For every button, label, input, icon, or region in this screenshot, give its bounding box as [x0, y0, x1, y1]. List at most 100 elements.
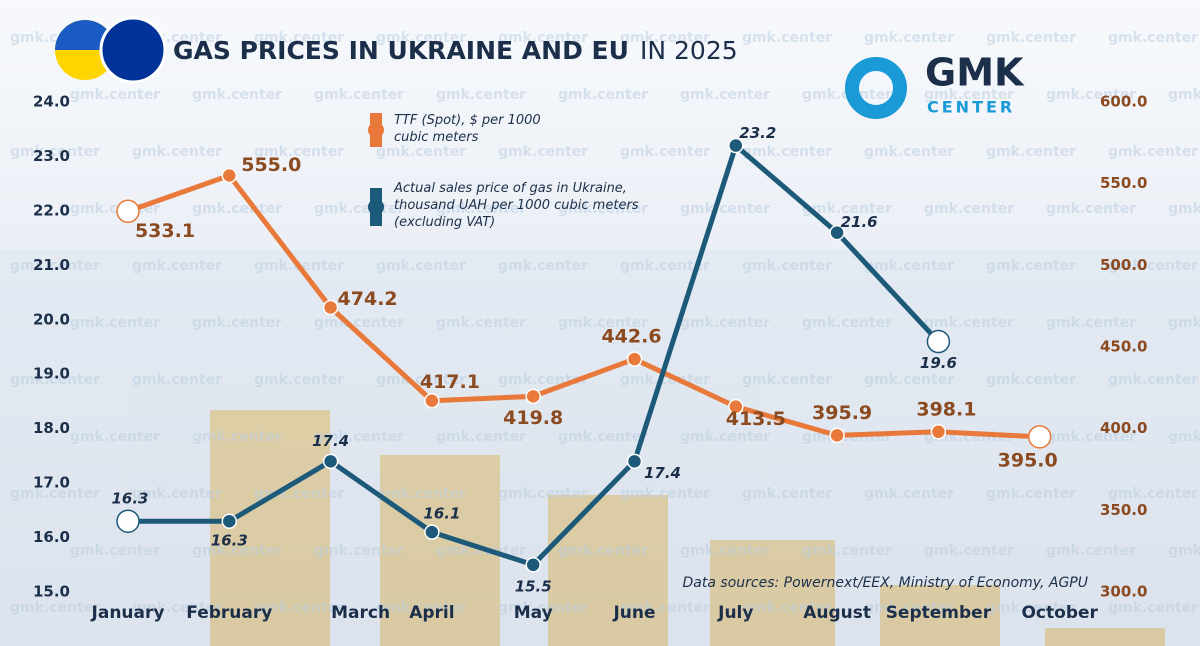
watermark: gmk.center	[10, 600, 100, 616]
y2-tick-label: 450.0	[1100, 338, 1147, 356]
watermark: gmk.center	[558, 315, 648, 331]
data-point	[221, 513, 238, 529]
watermark: gmk.center	[10, 372, 100, 388]
watermark: gmk.center	[680, 429, 770, 445]
data-point	[322, 453, 339, 470]
watermark: gmk.center	[620, 30, 710, 46]
data-point	[829, 224, 845, 241]
legend-entry: TTF (Spot), $ per 1000 cubic meters	[394, 113, 541, 145]
watermark: gmk.center	[132, 600, 222, 616]
watermark: gmk.center	[192, 543, 282, 559]
data-label: 16.1	[423, 505, 460, 523]
legend-entry: Actual sales price of gas in Ukraine, th…	[394, 181, 639, 230]
watermark: gmk.center	[1108, 30, 1198, 46]
y-tick-label: 17.0	[33, 474, 70, 492]
watermark: gmk.center	[802, 543, 892, 559]
watermark: gmk.center	[864, 486, 954, 502]
data-label: 23.2	[739, 124, 776, 142]
data-label: 16.3	[211, 532, 248, 550]
y-tick-label: 23.0	[33, 147, 70, 165]
x-tick-label: August	[803, 603, 871, 623]
watermark: gmk.center	[742, 600, 832, 616]
data-label: 419.8	[503, 407, 563, 429]
watermark: gmk.center	[314, 315, 404, 331]
watermark: gmk.center	[192, 201, 282, 217]
eu-flag	[99, 16, 167, 84]
watermark: gmk.center	[254, 144, 344, 160]
watermark: gmk.center	[986, 372, 1076, 388]
watermark: gmk.center	[802, 201, 892, 217]
watermark: gmk.center	[558, 543, 648, 559]
watermark: gmk.center	[864, 30, 954, 46]
watermark: gmk.center	[986, 30, 1076, 46]
y-tick-label: 16.0	[33, 528, 70, 546]
watermark: gmk.center	[1046, 87, 1136, 103]
data-label: 442.6	[601, 326, 661, 348]
watermark: gmk.center	[1046, 201, 1136, 217]
x-tick-label: April	[409, 603, 454, 623]
watermark: gmk.center	[314, 201, 404, 217]
data-point	[626, 453, 643, 470]
watermark: gmk.center	[864, 144, 954, 160]
watermark: gmk.center	[436, 201, 526, 217]
watermark: gmk.center	[620, 600, 710, 616]
y2-tick-label: 400.0	[1100, 419, 1147, 437]
watermark: gmk.center	[1046, 429, 1136, 445]
x-tick-label: February	[186, 603, 272, 623]
watermark: gmk.center	[314, 429, 404, 445]
data-point	[626, 351, 643, 367]
watermark: gmk.center	[558, 429, 648, 445]
watermark: gmk.center	[376, 372, 466, 388]
y2-tick-label: 550.0	[1100, 174, 1147, 192]
watermark: gmk.center	[192, 87, 282, 103]
data-label: 395.9	[812, 402, 872, 424]
watermark: gmk.center	[986, 486, 1076, 502]
watermark: gmk.center	[620, 486, 710, 502]
data-point	[728, 137, 744, 154]
watermark: gmk.center	[376, 144, 466, 160]
data-label: 555.0	[241, 154, 301, 176]
data-point	[829, 427, 845, 444]
watermark: gmk.center	[436, 87, 526, 103]
watermark: gmk.center	[742, 258, 832, 274]
data-point	[525, 557, 541, 573]
y-tick-label: 15.0	[33, 583, 70, 601]
data-label: 395.0	[998, 449, 1058, 471]
watermark: gmk.center	[558, 201, 648, 217]
data-point	[221, 167, 238, 184]
watermark: gmk.center	[70, 543, 160, 559]
watermark: gmk.center	[986, 144, 1076, 160]
y-tick-label: 18.0	[33, 419, 70, 437]
y-tick-label: 19.0	[33, 365, 70, 383]
x-tick-label: March	[331, 603, 390, 623]
watermark: gmk.center	[132, 258, 222, 274]
logo-main: GMK	[925, 51, 1025, 95]
x-tick-label: October	[1021, 603, 1098, 623]
watermark: gmk.center	[10, 258, 100, 274]
watermark: gmk.center	[986, 600, 1076, 616]
watermark: gmk.center	[70, 315, 160, 331]
data-label: 15.5	[515, 577, 552, 595]
watermark: gmk.center	[498, 30, 588, 46]
data-label: 417.1	[420, 371, 480, 393]
watermark: gmk.center	[1168, 87, 1200, 103]
watermark: gmk.center	[376, 600, 466, 616]
watermark: gmk.center	[192, 429, 282, 445]
watermark: gmk.center	[924, 201, 1014, 217]
x-tick-label: July	[717, 603, 753, 623]
watermark: gmk.center	[70, 429, 160, 445]
y2-tick-label: 350.0	[1100, 501, 1147, 519]
y-tick-label: 20.0	[33, 310, 70, 328]
watermark: gmk.center	[436, 429, 526, 445]
watermark: gmk.center	[1108, 600, 1198, 616]
watermark: gmk.center	[132, 486, 222, 502]
watermark: gmk.center	[620, 258, 710, 274]
watermark: gmk.center	[436, 315, 526, 331]
watermark: gmk.center	[1168, 201, 1200, 217]
source-note: Data sources: Powernext/EEX, Ministry of…	[683, 575, 1088, 591]
watermark: gmk.center	[680, 315, 770, 331]
y2-tick-label: 600.0	[1100, 93, 1147, 111]
logo-ring	[845, 57, 907, 119]
data-label: 533.1	[135, 220, 195, 242]
y2-tick-label: 500.0	[1100, 256, 1147, 274]
